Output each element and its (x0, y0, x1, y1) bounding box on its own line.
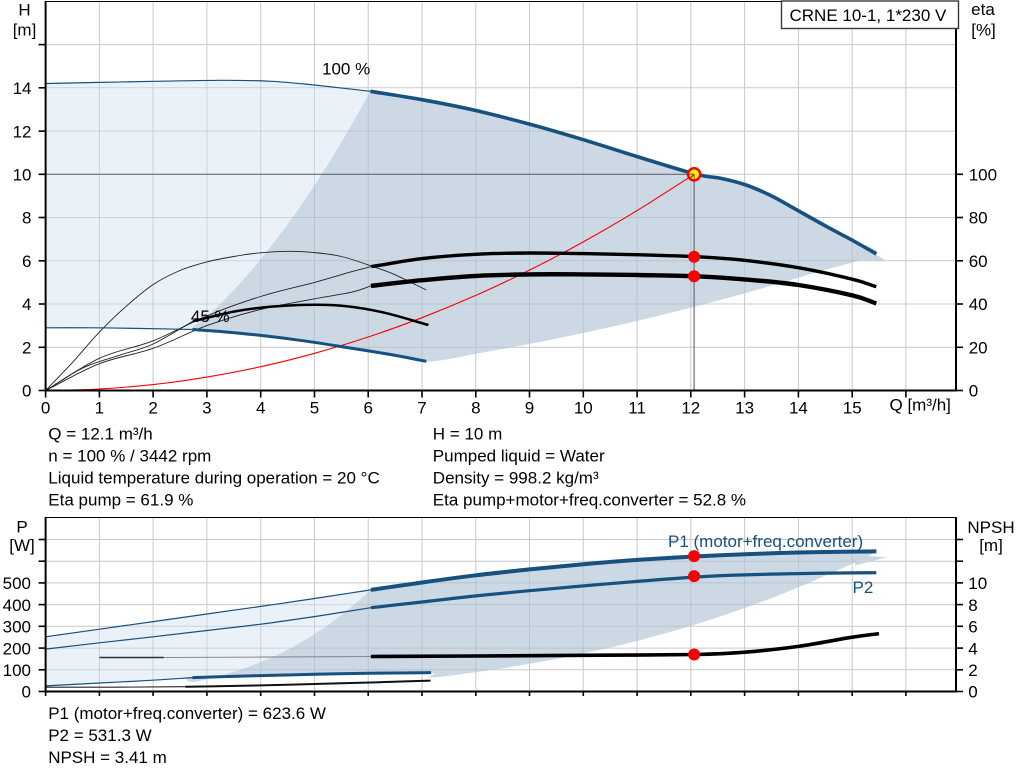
svg-text:40: 40 (969, 295, 988, 314)
svg-text:4: 4 (256, 398, 265, 417)
svg-text:6: 6 (968, 618, 977, 637)
svg-text:Liquid temperature during oper: Liquid temperature during operation = 20… (48, 469, 379, 488)
svg-text:10: 10 (968, 574, 987, 593)
svg-text:P2: P2 (853, 578, 874, 597)
svg-text:eta: eta (971, 0, 995, 19)
svg-text:4: 4 (22, 295, 31, 314)
svg-text:Q = 12.1 m³/h: Q = 12.1 m³/h (48, 425, 152, 444)
svg-text:14: 14 (789, 398, 808, 417)
svg-text:6: 6 (22, 252, 31, 271)
svg-text:6: 6 (363, 398, 372, 417)
svg-text:P1 (motor+freq.converter): P1 (motor+freq.converter) (668, 532, 863, 551)
svg-text:400: 400 (3, 596, 31, 615)
svg-text:0: 0 (41, 398, 50, 417)
svg-text:60: 60 (969, 252, 988, 271)
svg-text:1: 1 (95, 398, 104, 417)
svg-text:0: 0 (22, 683, 31, 702)
svg-text:5: 5 (310, 398, 319, 417)
svg-text:Eta pump+motor+freq.converter: Eta pump+motor+freq.converter = 52.8 % (433, 491, 746, 510)
svg-text:7: 7 (417, 398, 426, 417)
svg-text:[%]: [%] (971, 21, 996, 40)
svg-text:100: 100 (3, 661, 31, 680)
svg-text:2: 2 (968, 661, 977, 680)
svg-text:H: H (18, 0, 30, 19)
svg-text:10: 10 (13, 166, 32, 185)
svg-text:12: 12 (681, 398, 700, 417)
svg-text:20: 20 (969, 339, 988, 358)
svg-text:100: 100 (969, 166, 997, 185)
svg-text:[m]: [m] (13, 20, 37, 39)
svg-text:P1 (motor+freq.converter) = 62: P1 (motor+freq.converter) = 623.6 W (48, 704, 326, 723)
svg-text:[m]: [m] (979, 536, 1003, 555)
svg-text:80: 80 (969, 209, 988, 228)
svg-text:CRNE 10-1, 1*230 V: CRNE 10-1, 1*230 V (790, 6, 948, 25)
svg-text:Density = 998.2 kg/m³: Density = 998.2 kg/m³ (433, 469, 599, 488)
svg-text:0: 0 (969, 382, 978, 401)
svg-text:9: 9 (525, 398, 534, 417)
svg-text:3: 3 (202, 398, 211, 417)
svg-text:10: 10 (574, 398, 593, 417)
svg-text:300: 300 (3, 618, 31, 637)
svg-text:8: 8 (22, 209, 31, 228)
svg-text:0: 0 (968, 683, 977, 702)
svg-text:0: 0 (22, 382, 31, 401)
svg-text:2: 2 (22, 339, 31, 358)
svg-text:2: 2 (148, 398, 157, 417)
svg-text:500: 500 (3, 574, 31, 593)
svg-text:Q [m³/h]: Q [m³/h] (890, 396, 951, 415)
svg-text:Eta pump = 61.9 %: Eta pump = 61.9 % (48, 491, 193, 510)
svg-text:Pumped liquid = Water: Pumped liquid = Water (433, 447, 605, 466)
svg-text:100 %: 100 % (322, 60, 370, 79)
svg-text:P: P (16, 518, 27, 537)
svg-text:[W]: [W] (9, 536, 35, 555)
svg-text:14: 14 (13, 79, 32, 98)
svg-text:13: 13 (735, 398, 754, 417)
svg-text:8: 8 (471, 398, 480, 417)
svg-text:4: 4 (968, 639, 977, 658)
svg-text:15: 15 (843, 398, 862, 417)
svg-text:NPSH = 3.41 m: NPSH = 3.41 m (48, 748, 167, 767)
svg-text:P2 = 531.3 W: P2 = 531.3 W (48, 726, 151, 745)
svg-text:H = 10 m: H = 10 m (433, 425, 502, 444)
svg-text:45 %: 45 % (191, 307, 230, 326)
svg-text:11: 11 (628, 398, 646, 417)
svg-text:12: 12 (13, 122, 32, 141)
svg-text:n = 100 % / 3442 rpm: n = 100 % / 3442 rpm (48, 447, 211, 466)
svg-text:8: 8 (968, 596, 977, 615)
svg-text:200: 200 (3, 639, 31, 658)
svg-text:NPSH: NPSH (967, 518, 1014, 537)
